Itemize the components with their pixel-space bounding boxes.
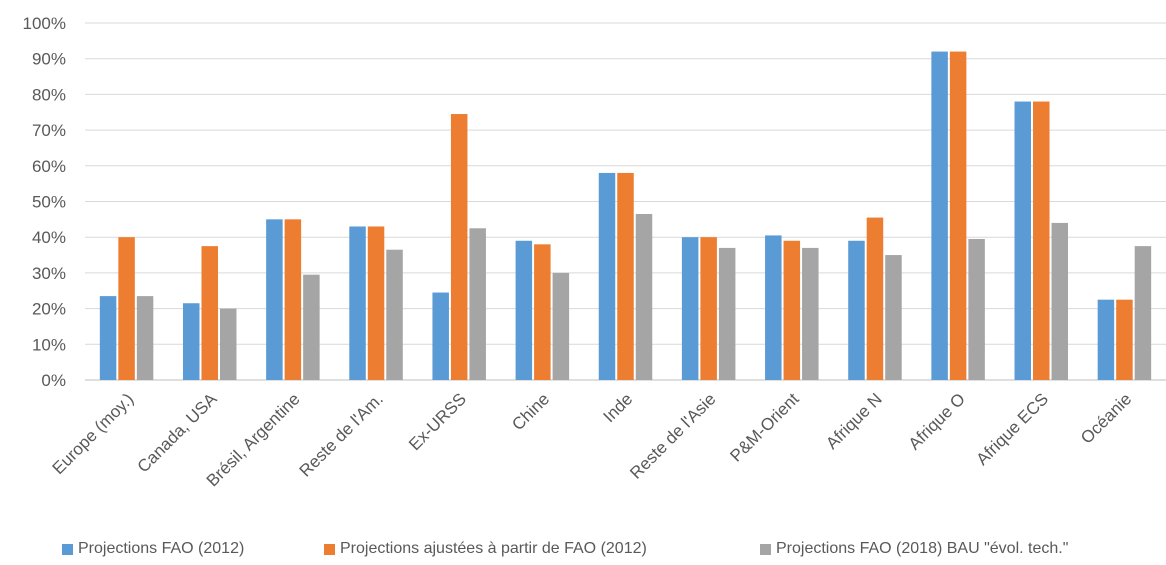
y-tick-label: 80% xyxy=(32,85,66,104)
bar-series-3 xyxy=(1134,246,1152,380)
x-category-label: Afrique ECS xyxy=(973,389,1053,469)
bar-series-2 xyxy=(284,219,302,380)
bar-series-3 xyxy=(136,296,154,380)
legend-swatch-1 xyxy=(62,543,73,555)
bar-series-1 xyxy=(515,240,533,380)
legend-label-1: Projections FAO (2012) xyxy=(78,540,245,557)
bar-series-1 xyxy=(349,226,366,380)
y-tick-label: 20% xyxy=(32,300,66,319)
legend: Projections FAO (2012) Projections ajust… xyxy=(0,540,1166,564)
x-category-label: Océanie xyxy=(1077,389,1135,447)
bar-series-1 xyxy=(931,51,948,381)
legend-label-3: Projections FAO (2018) BAU "évol. tech." xyxy=(776,540,1069,557)
bar-series-1 xyxy=(1014,101,1032,380)
legend-item-series-2: Projections ajustées à partir de FAO (20… xyxy=(324,540,647,558)
y-tick-label: 60% xyxy=(32,157,66,176)
bar-series-3 xyxy=(303,274,320,380)
legend-item-series-1: Projections FAO (2012) xyxy=(62,540,244,558)
bar-series-2 xyxy=(949,51,967,381)
bar-series-1 xyxy=(848,240,865,380)
y-tick-label: 30% xyxy=(32,264,66,283)
bar-series-3 xyxy=(469,228,486,380)
legend-label-2: Projections ajustées à partir de FAO (20… xyxy=(340,540,647,557)
bar-series-2 xyxy=(367,226,385,380)
legend-swatch-3 xyxy=(760,543,771,555)
bar-series-2 xyxy=(700,237,717,380)
bar-series-2 xyxy=(450,114,468,380)
y-tick-label: 40% xyxy=(32,228,66,247)
x-category-label: Inde xyxy=(599,389,636,426)
bar-series-2 xyxy=(783,240,801,380)
bar-series-1 xyxy=(99,296,117,380)
y-tick-label: 90% xyxy=(32,50,66,69)
x-category-label: P&M-Orient xyxy=(726,389,802,465)
x-category-label: Reste de l'Am. xyxy=(296,389,387,480)
bar-series-1 xyxy=(765,235,782,380)
bar-series-1 xyxy=(598,172,616,380)
bar-series-3 xyxy=(718,247,736,380)
bar-series-3 xyxy=(968,238,985,380)
x-category-label: Afrique N xyxy=(822,389,886,453)
x-category-label: Afrique O xyxy=(905,389,969,453)
x-category-label: Chine xyxy=(508,389,553,434)
bar-series-3 xyxy=(386,249,403,380)
bar-series-1 xyxy=(1097,299,1115,380)
y-tick-label: 50% xyxy=(32,193,66,212)
x-category-label: Ex-URSS xyxy=(405,389,470,454)
y-axis-ticks: 0% 10% 20% 30% 40% 50% 60% 70% 80% 90% 100% xyxy=(23,14,66,390)
y-tick-label: 10% xyxy=(32,335,66,354)
x-category-label: Reste de l'Asie xyxy=(626,389,719,482)
bars xyxy=(99,51,1152,381)
x-category-label: Europe (moy.) xyxy=(49,389,138,478)
bar-series-1 xyxy=(266,219,283,380)
bar-series-1 xyxy=(182,303,200,380)
y-tick-label: 70% xyxy=(32,121,66,140)
bar-series-1 xyxy=(432,292,449,380)
bar-series-2 xyxy=(118,237,135,380)
bar-series-3 xyxy=(885,255,902,380)
legend-swatch-2 xyxy=(324,543,335,555)
bar-series-3 xyxy=(219,308,237,380)
bar-series-2 xyxy=(534,244,551,380)
legend-item-series-3: Projections FAO (2018) BAU "évol. tech." xyxy=(760,540,1068,558)
bar-series-1 xyxy=(681,237,699,380)
bar-series-3 xyxy=(1051,222,1069,380)
bar-series-2 xyxy=(201,246,218,380)
x-category-label: Canada, USA xyxy=(134,389,221,476)
bar-series-2 xyxy=(1033,101,1050,380)
bar-series-2 xyxy=(866,217,884,380)
bar-series-2 xyxy=(1116,299,1133,380)
bar-series-3 xyxy=(802,247,819,380)
y-tick-label: 100% xyxy=(23,14,66,33)
bar-series-3 xyxy=(552,272,570,380)
bar-series-2 xyxy=(617,172,634,380)
y-tick-label: 0% xyxy=(41,371,66,390)
bar-series-3 xyxy=(635,213,653,380)
